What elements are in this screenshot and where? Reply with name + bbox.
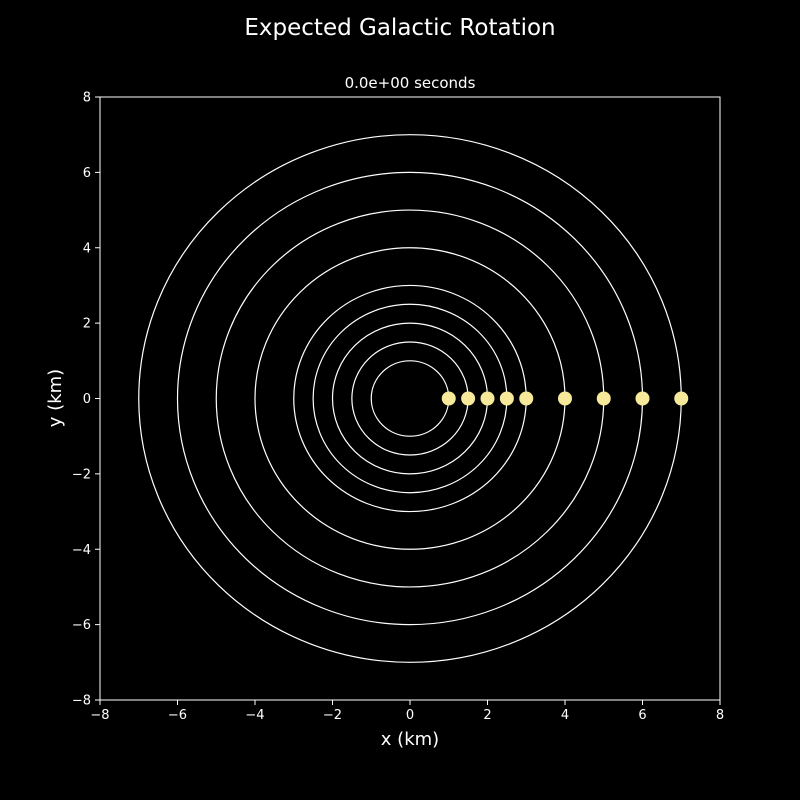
chart-subtitle: 0.0e+00 seconds <box>345 74 476 92</box>
x-tick-label-8: 8 <box>716 708 724 723</box>
x-tick-label-3: −2 <box>323 708 342 723</box>
chart-title: Expected Galactic Rotation <box>244 15 555 41</box>
x-tick-label-0: −8 <box>90 708 109 723</box>
x-tick-label-7: 6 <box>638 708 646 723</box>
x-axis-label: x (km) <box>381 729 439 750</box>
data-point-1 <box>461 391 476 406</box>
y-tick-label-1: −6 <box>72 618 91 633</box>
x-tick-label-4: 0 <box>406 708 414 723</box>
data-point-4 <box>519 391 534 406</box>
data-point-8 <box>674 391 689 406</box>
y-axis-label: y (km) <box>45 369 66 427</box>
data-point-7 <box>635 391 650 406</box>
y-tick-label-2: −4 <box>72 543 91 558</box>
y-tick-label-7: 6 <box>83 166 91 181</box>
y-tick-label-0: −8 <box>72 694 91 709</box>
x-tick-label-6: 4 <box>561 708 569 723</box>
x-tick-label-1: −6 <box>168 708 187 723</box>
y-tick-label-3: −2 <box>72 467 91 482</box>
x-tick-label-2: −4 <box>245 708 264 723</box>
y-tick-label-6: 4 <box>83 241 91 256</box>
y-tick-label-5: 2 <box>83 317 91 332</box>
data-point-3 <box>499 391 514 406</box>
data-point-2 <box>480 391 495 406</box>
plot-area <box>99 96 721 701</box>
x-tick-label-5: 2 <box>483 708 491 723</box>
y-axis-ticks: −8 −6 −4 −2 0 2 4 6 8 <box>72 91 100 709</box>
y-tick-label-8: 8 <box>83 91 91 106</box>
data-points <box>441 391 689 406</box>
data-point-6 <box>596 391 611 406</box>
x-axis-ticks: −8 −6 −4 −2 0 2 4 6 8 <box>90 700 724 723</box>
data-point-0 <box>441 391 456 406</box>
data-point-5 <box>558 391 572 406</box>
y-tick-label-4: 0 <box>83 392 91 407</box>
